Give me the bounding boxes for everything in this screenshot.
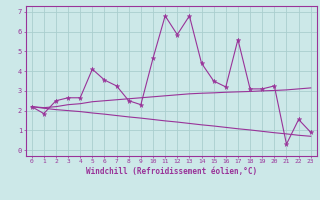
X-axis label: Windchill (Refroidissement éolien,°C): Windchill (Refroidissement éolien,°C): [86, 167, 257, 176]
